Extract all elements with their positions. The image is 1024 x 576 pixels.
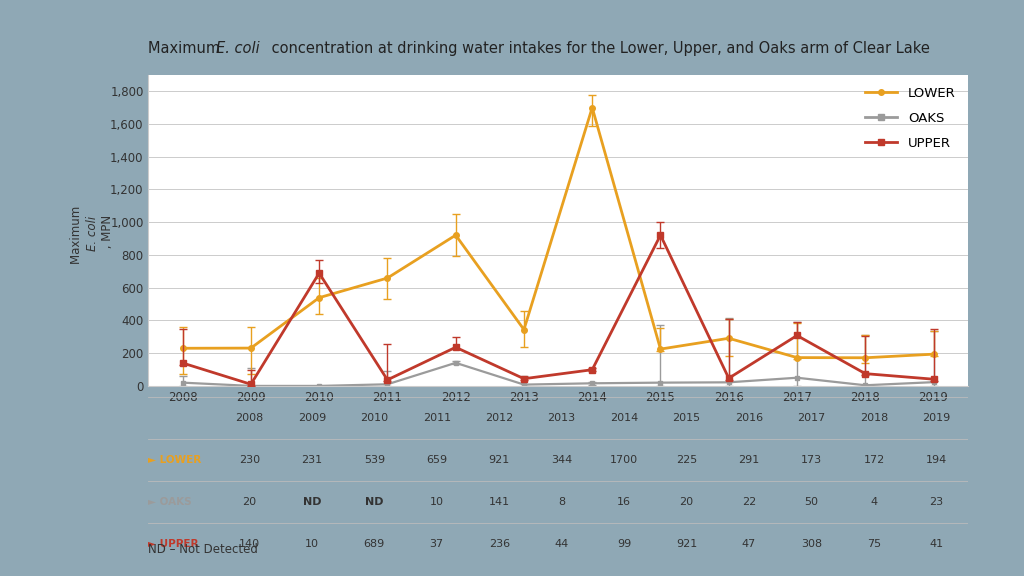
- Text: 16: 16: [617, 497, 631, 507]
- Text: 921: 921: [676, 539, 697, 549]
- Text: 225: 225: [676, 456, 697, 465]
- Text: 47: 47: [742, 539, 756, 549]
- Text: 921: 921: [488, 456, 510, 465]
- Text: 539: 539: [364, 456, 385, 465]
- Text: 2010: 2010: [360, 414, 388, 423]
- Text: ► UPPER: ► UPPER: [148, 539, 199, 549]
- Text: 2018: 2018: [860, 414, 888, 423]
- Text: Maximum: Maximum: [71, 202, 83, 264]
- Text: 140: 140: [239, 539, 260, 549]
- Text: 141: 141: [488, 497, 510, 507]
- Text: 41: 41: [930, 539, 943, 549]
- Text: 10: 10: [305, 539, 318, 549]
- Text: ND: ND: [302, 497, 322, 507]
- Text: concentration at drinking water intakes for the Lower, Upper, and Oaks arm of Cl: concentration at drinking water intakes …: [267, 41, 930, 56]
- Text: 231: 231: [301, 456, 323, 465]
- Text: E. coli: E. coli: [86, 216, 98, 251]
- Text: ► LOWER: ► LOWER: [148, 456, 202, 465]
- Text: 236: 236: [488, 539, 510, 549]
- Text: 2012: 2012: [485, 414, 513, 423]
- Text: 173: 173: [801, 456, 822, 465]
- Text: 2013: 2013: [548, 414, 575, 423]
- Text: 22: 22: [742, 497, 756, 507]
- Text: 4: 4: [870, 497, 878, 507]
- Text: 8: 8: [558, 497, 565, 507]
- Text: ► OAKS: ► OAKS: [148, 497, 193, 507]
- Text: 2008: 2008: [236, 414, 263, 423]
- Text: E. coli: E. coli: [216, 41, 260, 56]
- Text: 37: 37: [430, 539, 443, 549]
- Text: ND: ND: [365, 497, 384, 507]
- Text: , MPN: , MPN: [101, 215, 114, 252]
- Text: 2019: 2019: [923, 414, 950, 423]
- Text: 2014: 2014: [610, 414, 638, 423]
- Legend: LOWER, OAKS, UPPER: LOWER, OAKS, UPPER: [859, 81, 962, 155]
- Text: 1700: 1700: [610, 456, 638, 465]
- Text: Maximum: Maximum: [148, 41, 225, 56]
- Text: 344: 344: [551, 456, 572, 465]
- Text: 308: 308: [801, 539, 822, 549]
- Text: 689: 689: [364, 539, 385, 549]
- Text: 230: 230: [239, 456, 260, 465]
- Text: 2011: 2011: [423, 414, 451, 423]
- Text: 20: 20: [680, 497, 693, 507]
- Text: 10: 10: [430, 497, 443, 507]
- Text: 2016: 2016: [735, 414, 763, 423]
- Text: 291: 291: [738, 456, 760, 465]
- Text: 659: 659: [426, 456, 447, 465]
- Text: 172: 172: [863, 456, 885, 465]
- Text: 50: 50: [805, 497, 818, 507]
- Text: 2015: 2015: [673, 414, 700, 423]
- Text: 2009: 2009: [298, 414, 326, 423]
- Text: 20: 20: [243, 497, 256, 507]
- Text: 2017: 2017: [798, 414, 825, 423]
- Text: 194: 194: [926, 456, 947, 465]
- Text: 44: 44: [555, 539, 568, 549]
- Text: 75: 75: [867, 539, 881, 549]
- Text: 99: 99: [617, 539, 631, 549]
- Text: 23: 23: [930, 497, 943, 507]
- Text: ND – Not Detected: ND – Not Detected: [148, 543, 258, 556]
